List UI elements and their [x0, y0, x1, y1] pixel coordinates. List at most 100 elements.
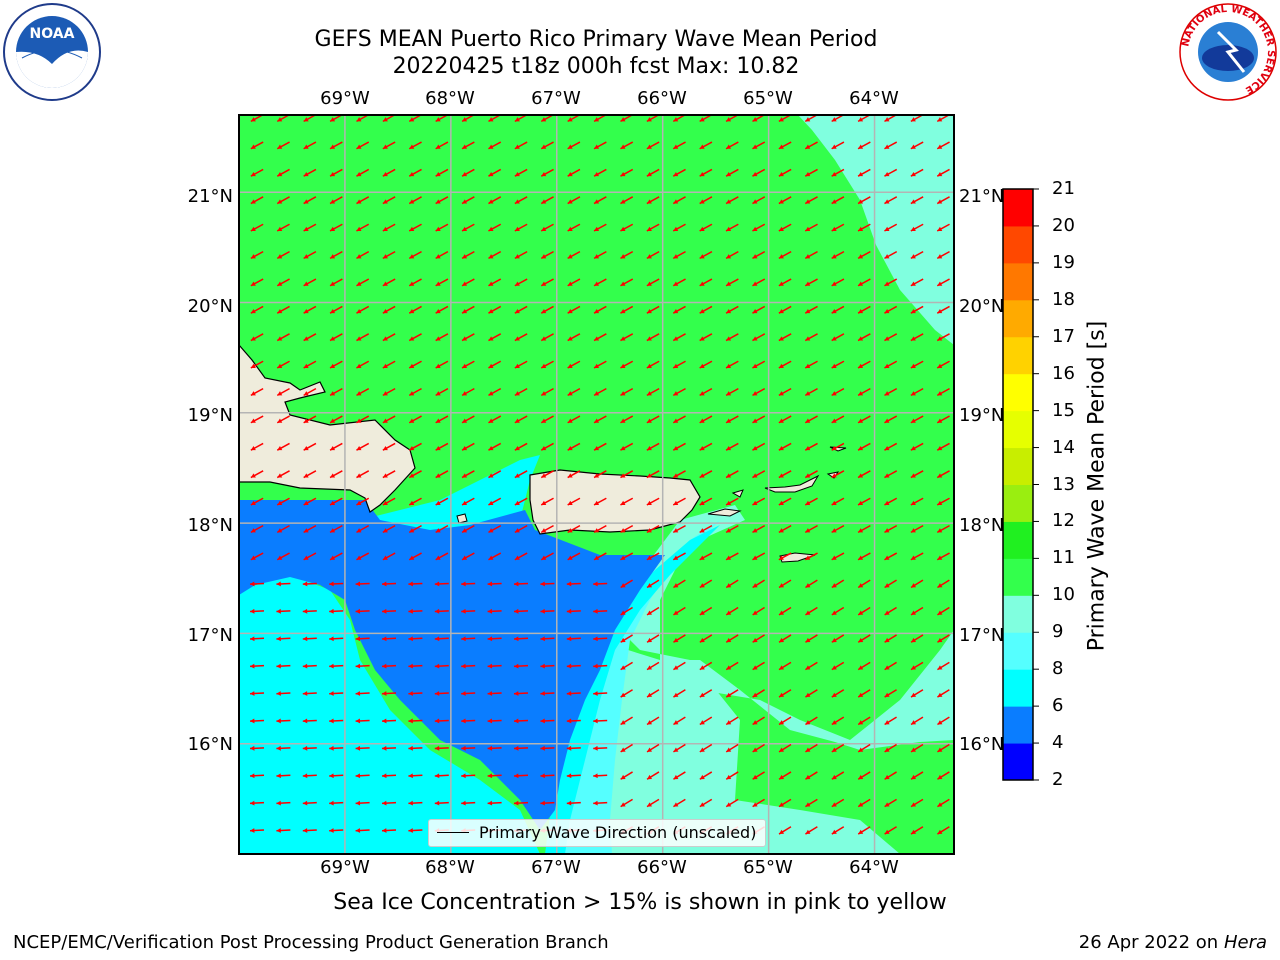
wave-direction-arrow [699, 223, 713, 232]
wave-direction-arrow [356, 333, 370, 342]
wave-direction-arrow [276, 828, 291, 833]
wave-direction-arrow [910, 606, 924, 616]
wave-direction-arrow [699, 168, 713, 177]
wave-direction-arrow [303, 141, 317, 150]
wave-direction-arrow [725, 250, 739, 260]
wave-direction-arrow [408, 141, 422, 150]
lon-label-bottom: 64°W [849, 857, 899, 878]
wave-direction-arrow [699, 606, 713, 616]
wave-direction-arrow [884, 798, 897, 808]
wave-direction-arrow [435, 278, 449, 287]
wave-direction-arrow [752, 305, 766, 314]
wave-direction-arrow [804, 168, 818, 177]
wave-direction-arrow [566, 663, 581, 669]
wave-direction-arrow [250, 552, 264, 561]
wave-direction-arrow [646, 771, 660, 780]
wave-direction-arrow [593, 250, 607, 260]
wave-direction-arrow [356, 442, 370, 451]
wave-direction-arrow [382, 168, 396, 177]
colorbar-tick-label: 4 [1052, 732, 1064, 754]
wave-direction-arrow [567, 552, 581, 561]
wave-direction-arrow [435, 305, 449, 314]
wave-direction-arrow [752, 634, 765, 643]
wave-direction-arrow [831, 278, 845, 287]
wave-direction-arrow [936, 360, 950, 369]
wave-direction-arrow [937, 771, 950, 780]
wave-direction-arrow [725, 497, 739, 506]
wave-direction-arrow [936, 552, 950, 561]
wave-direction-arrow [276, 691, 291, 696]
wave-direction-arrow [699, 141, 713, 150]
wave-direction-arrow [673, 606, 686, 616]
wave-direction-arrow [276, 333, 290, 342]
colorbar-segment [1003, 336, 1033, 375]
wave-direction-arrow [250, 223, 264, 232]
wave-direction-arrow [673, 771, 686, 780]
wave-direction-arrow [540, 278, 554, 287]
wave-direction-arrow [567, 223, 581, 232]
wave-direction-arrow [356, 497, 370, 506]
wave-direction-arrow [381, 745, 397, 751]
wave-direction-arrow [276, 360, 290, 369]
wave-direction-arrow [725, 387, 739, 397]
wave-direction-arrow [593, 524, 607, 534]
wave-direction-arrow [620, 360, 634, 369]
wave-direction-arrow [408, 718, 423, 724]
wave-direction-arrow [250, 250, 264, 260]
wave-direction-arrow [355, 745, 370, 751]
wave-direction-arrow [936, 250, 950, 260]
wave-direction-arrow [488, 333, 502, 342]
wave-direction-arrow [936, 168, 950, 177]
wave-direction-arrow [488, 360, 502, 369]
wave-direction-arrow [276, 773, 291, 779]
wave-direction-arrow [672, 168, 686, 177]
wave-direction-arrow [276, 196, 290, 205]
wave-direction-arrow [831, 360, 845, 369]
wave-direction-arrow [461, 608, 476, 614]
wave-direction-arrow [249, 718, 265, 724]
wave-direction-arrow [567, 278, 581, 287]
wave-direction-arrow [329, 141, 343, 150]
wave-direction-arrow [646, 716, 660, 726]
wave-direction-arrow [488, 442, 502, 451]
wave-direction-arrow [276, 223, 290, 232]
wave-direction-arrow [461, 141, 475, 150]
wave-direction-arrow [672, 196, 686, 205]
wave-direction-arrow [513, 581, 529, 587]
wave-direction-arrow [857, 470, 871, 479]
wave-direction-arrow [673, 634, 686, 643]
colorbar-tick-label: 12 [1052, 510, 1075, 532]
wave-direction-arrow [435, 223, 449, 232]
wave-direction-arrow [884, 743, 897, 753]
wave-direction-arrow [250, 305, 264, 314]
wave-direction-arrow [276, 415, 290, 424]
wave-direction-arrow [356, 552, 370, 561]
wave-direction-arrow [884, 250, 898, 260]
wave-direction-arrow [435, 196, 449, 205]
wave-direction-arrow [936, 415, 950, 424]
wave-direction-arrow [672, 524, 686, 534]
colorbar-segment [1003, 521, 1033, 559]
wave-direction-arrow [725, 168, 739, 177]
wave-direction-arrow [514, 524, 528, 534]
wave-direction-arrow [356, 168, 370, 177]
wave-direction-arrow [434, 718, 449, 724]
wave-direction-arrow [752, 387, 766, 397]
wave-direction-arrow [699, 524, 713, 534]
wave-direction-arrow [514, 250, 528, 260]
wave-direction-arrow [831, 798, 845, 808]
wave-direction-arrow [276, 608, 291, 614]
wave-direction-arrow [672, 250, 686, 260]
wave-direction-arrow [250, 442, 264, 451]
wave-direction-arrow [831, 442, 845, 451]
wave-direction-arrow [857, 552, 871, 561]
wave-direction-arrow [514, 497, 528, 506]
wave-direction-arrow [672, 305, 686, 314]
wave-direction-arrow [725, 470, 739, 479]
wave-direction-arrow [355, 828, 370, 833]
wave-direction-arrow [567, 524, 581, 534]
wave-direction-arrow [884, 826, 897, 835]
wave-direction-arrow [302, 581, 317, 587]
wave-direction-arrow [752, 771, 765, 780]
wave-direction-arrow [831, 196, 845, 205]
